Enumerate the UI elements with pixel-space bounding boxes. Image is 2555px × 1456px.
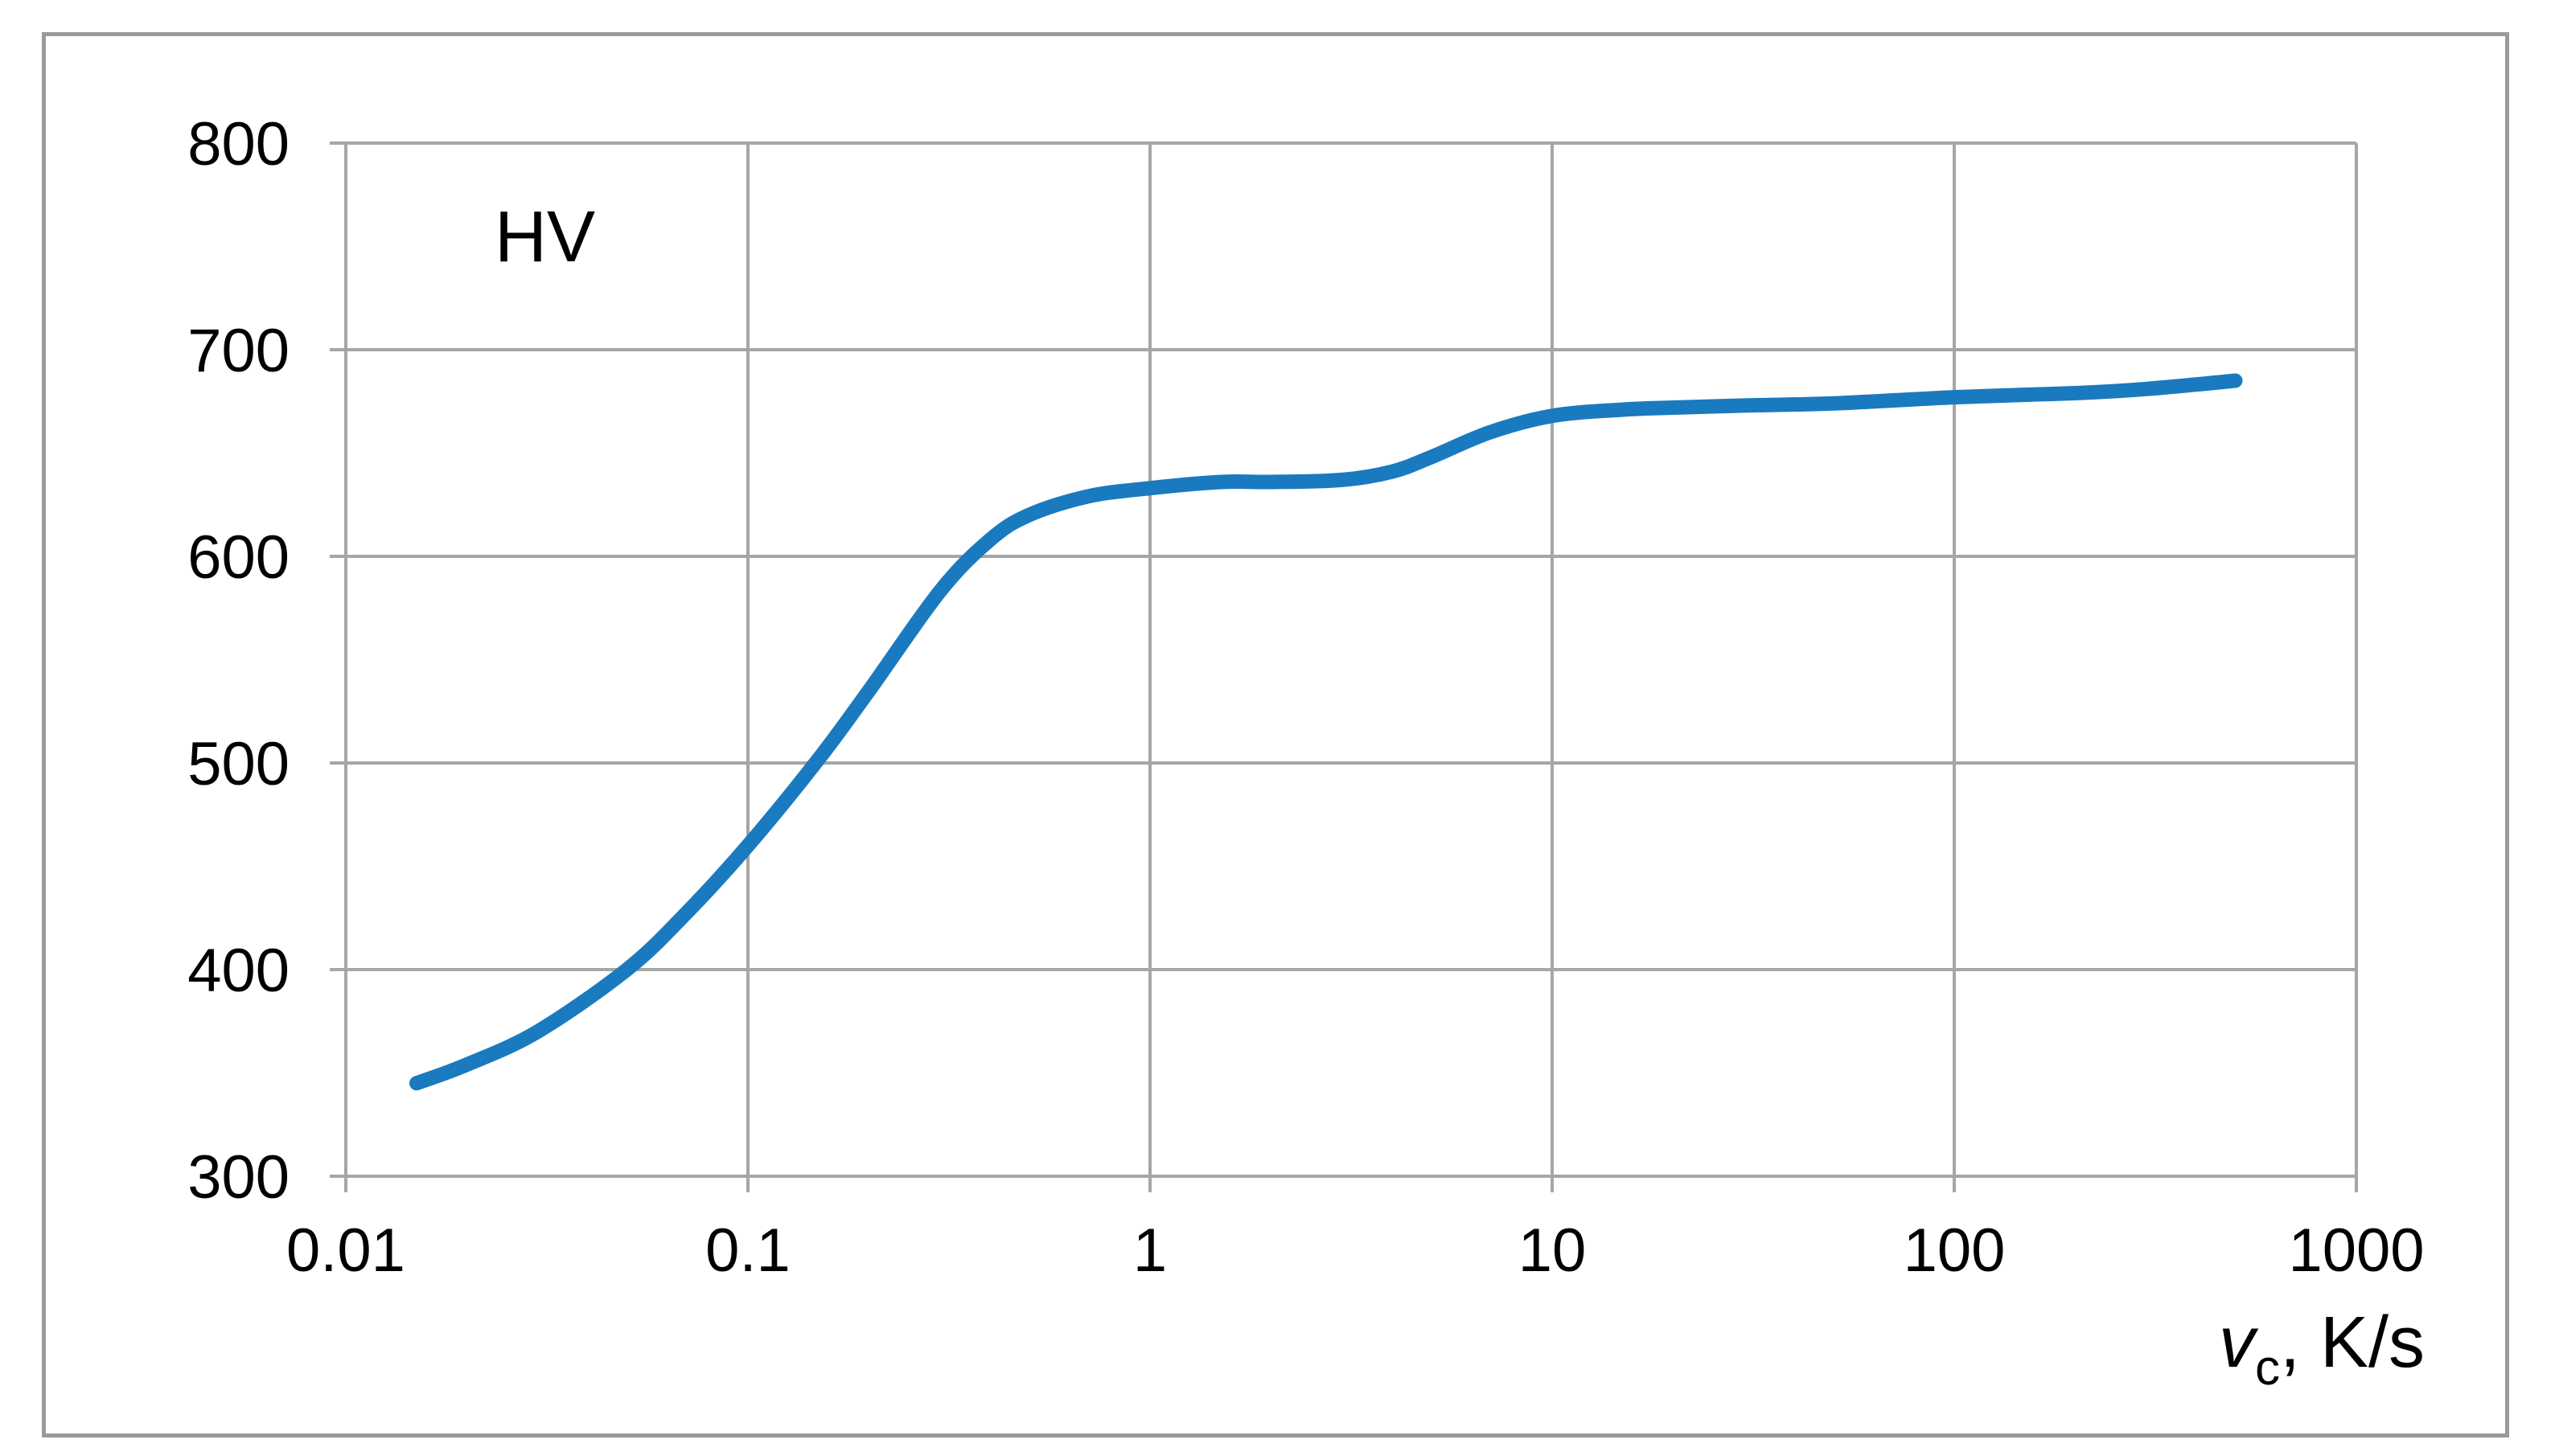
x-axis-title-unit: , K/s — [2280, 1302, 2425, 1383]
x-tick-label: 0.01 — [286, 1216, 405, 1285]
x-tick-label: 100 — [1904, 1216, 2006, 1285]
x-tick-label: 10 — [1518, 1216, 1587, 1285]
x-axis-title-subscript: c — [2255, 1340, 2280, 1396]
hardness-curve — [409, 373, 2243, 1091]
chart-frame — [42, 32, 2509, 1438]
y-tick-label: 800 — [187, 110, 290, 178]
x-axis-title-symbol: v — [2219, 1302, 2259, 1383]
label-layer: 300 400 500 600 700 800 0.01 0.1 1 10 100 1000 — [187, 110, 2424, 1285]
x-axis-title: vc, K/s — [2219, 1302, 2425, 1396]
series-layer — [409, 373, 2243, 1091]
grid-layer — [344, 141, 2358, 1178]
y-tick-label: 500 — [187, 730, 290, 798]
y-tick-label: 600 — [187, 523, 290, 592]
x-tick-label: 1000 — [2288, 1216, 2424, 1285]
y-tick-label: 400 — [187, 937, 290, 1005]
x-tick-label: 1 — [1133, 1216, 1167, 1285]
y-tick-label: 300 — [187, 1143, 290, 1212]
y-tick-label: 700 — [187, 317, 290, 385]
x-tick-label: 0.1 — [705, 1216, 791, 1285]
axis-layer — [330, 141, 2358, 1192]
y-axis-title: HV — [495, 197, 595, 277]
